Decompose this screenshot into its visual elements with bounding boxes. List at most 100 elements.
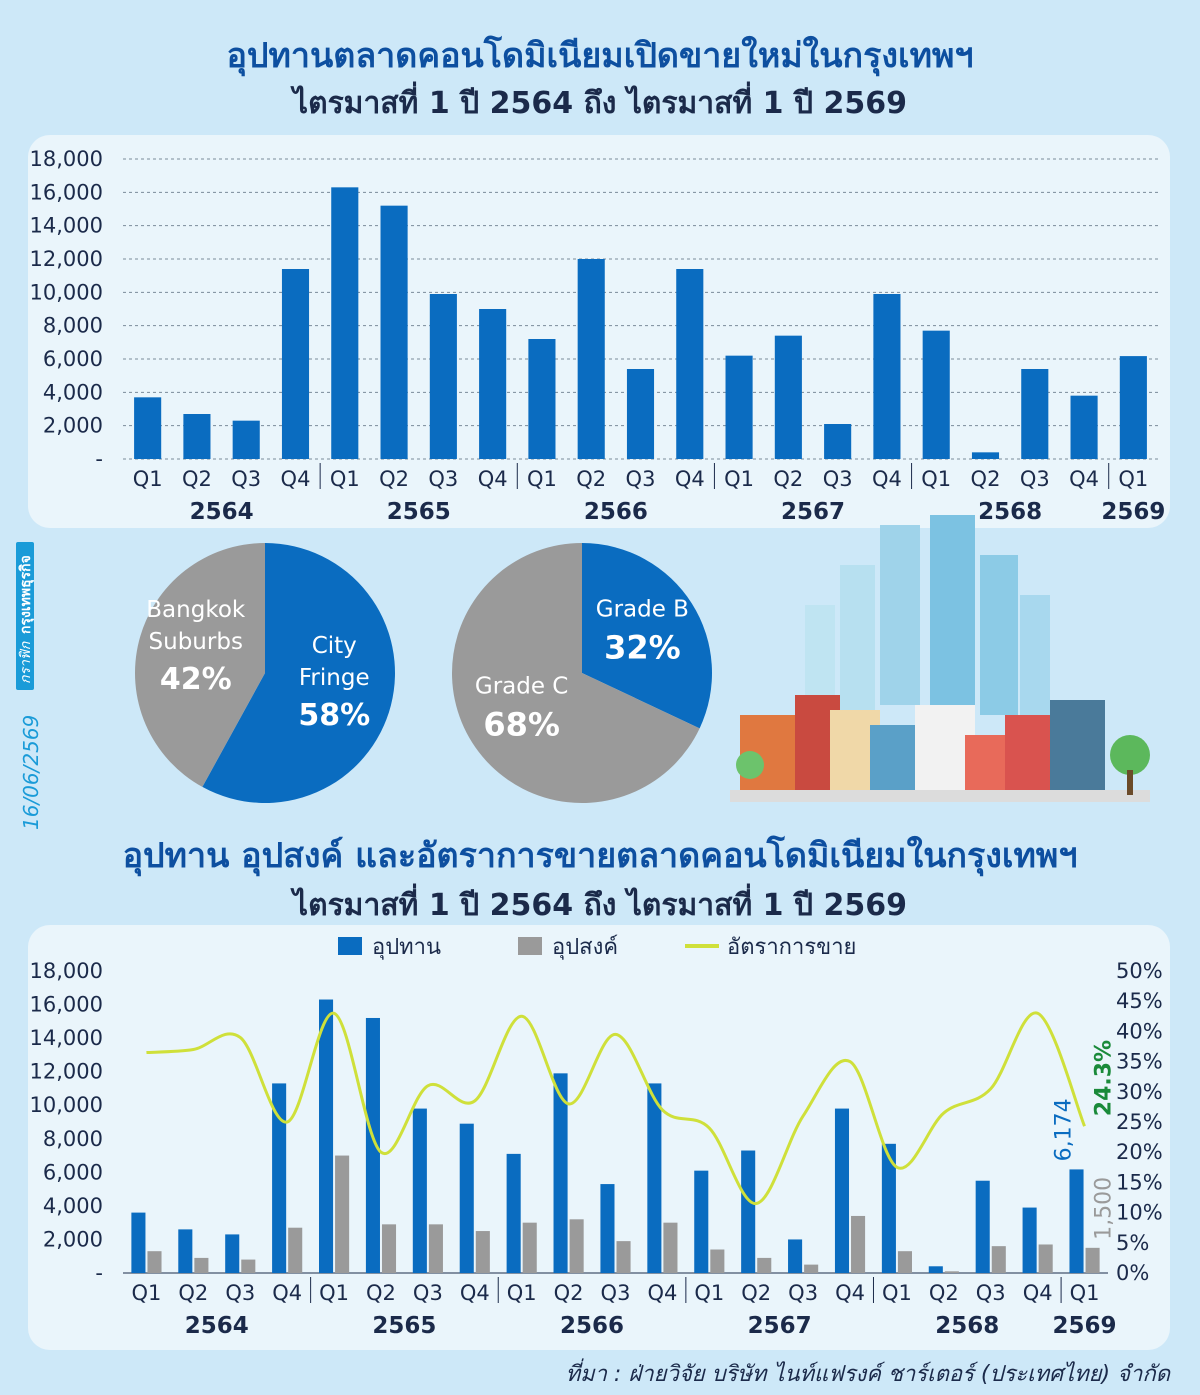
rate-last-label: 24.3% — [1092, 1040, 1117, 1116]
chart-title-supply-demand: อุปทาน อุปสงค์ และอัตราการขายตลาดคอนโดมิ… — [122, 836, 1078, 876]
pie-slice — [202, 543, 396, 803]
supply-bar — [971, 452, 1000, 459]
supply-bar — [134, 397, 162, 459]
supply-bar — [1069, 1169, 1084, 1273]
legend-label: อัตราการขาย — [727, 935, 856, 960]
year-label: 2567 — [748, 1313, 812, 1339]
quarter-label: Q2 — [554, 1281, 584, 1305]
quarter-label: Q4 — [272, 1281, 302, 1305]
supply-bar — [1022, 1207, 1037, 1273]
quarter-label: Q3 — [231, 467, 261, 491]
supply-bar — [725, 355, 753, 459]
demand-bar — [1085, 1247, 1100, 1273]
pie-label: Fringe — [299, 665, 370, 691]
demand-bar — [147, 1251, 162, 1273]
supply-bar — [647, 1083, 662, 1273]
demand-last-label: 1,500 — [1092, 1177, 1117, 1240]
supply-bar — [459, 1123, 474, 1273]
year-label: 2564 — [185, 1313, 249, 1339]
supply-bar — [412, 1108, 427, 1273]
quarter-label: Q4 — [478, 467, 508, 491]
demand-bar — [194, 1257, 209, 1273]
demand-bar — [522, 1222, 537, 1273]
supply-bar — [1021, 369, 1049, 459]
y-tick-label: 6,000 — [43, 1160, 103, 1184]
side-date: 16/06/2569 — [19, 715, 43, 830]
quarter-label: Q1 — [921, 467, 951, 491]
quarter-label: Q2 — [971, 467, 1001, 491]
quarter-label: Q4 — [1069, 467, 1099, 491]
source-note: ที่มา : ฝ่ายวิจัย บริษัท ไนท์แฟรงค์ ชาร์… — [565, 1362, 1170, 1387]
supply-bar — [528, 339, 556, 459]
supply-demand-chart-panel: อุปทาน อุปสงค์ อัตราการขาย - 2,000 4,000 6,000… — [28, 925, 1170, 1350]
quarter-label: Q3 — [601, 1281, 631, 1305]
quarter-label: Q3 — [1020, 467, 1050, 491]
quarter-label: Q3 — [976, 1281, 1006, 1305]
pie-label: Bangkok — [146, 597, 246, 623]
city-illustration — [730, 515, 1150, 802]
pie-label: City — [312, 633, 357, 659]
y-tick-label: 4,000 — [43, 380, 103, 404]
y-tick-label: 14,000 — [30, 1026, 103, 1050]
supply-demand-chart: อุปทาน อุปสงค์ อัตราการขาย - 2,000 4,000 6,000… — [30, 935, 1163, 1339]
pie-percent: 58% — [298, 698, 370, 733]
y-tick-label: 8,000 — [43, 1127, 103, 1151]
demand-bar — [381, 1224, 397, 1273]
year-label: 2565 — [387, 499, 451, 525]
quarter-label: Q3 — [413, 1281, 443, 1305]
quarter-label: Q1 — [1118, 467, 1148, 491]
y-tick-label: 4,000 — [43, 1194, 103, 1218]
year-label: 2568 — [978, 499, 1042, 525]
demand-bar — [991, 1246, 1006, 1273]
quarter-label: Q1 — [724, 467, 754, 491]
quarter-label: Q4 — [675, 467, 705, 491]
y2-tick-label: 50% — [1116, 959, 1163, 983]
legend-label: อุปทาน — [372, 935, 441, 960]
pie-percent: 68% — [483, 705, 560, 743]
side-brand: กรุงเทพธุรกิจ — [18, 555, 34, 634]
demand-bar — [475, 1231, 490, 1273]
quarter-label: Q2 — [929, 1281, 959, 1305]
quarter-label: Q4 — [1023, 1281, 1053, 1305]
y-tick-label: 12,000 — [30, 1060, 103, 1084]
pie-label: Suburbs — [149, 629, 243, 655]
supply-bar — [676, 269, 704, 459]
pie-slice — [135, 543, 265, 787]
supply-bar — [928, 1266, 943, 1273]
year-label: 2565 — [372, 1313, 436, 1339]
quarter-label: Q3 — [428, 467, 458, 491]
pie-percent: 32% — [604, 629, 681, 667]
y-tick-label: 6,000 — [43, 347, 103, 371]
quarter-label: Q1 — [133, 467, 163, 491]
supply-bar — [272, 1083, 287, 1273]
quarter-label: Q1 — [330, 467, 360, 491]
quarter-label: Q2 — [366, 1281, 396, 1305]
quarter-label: Q4 — [835, 1281, 865, 1305]
supply-bar — [429, 294, 457, 459]
supply-bar-chart: - 2,000 4,000 6,000 8,000 10,000 12,000 14,000 1… — [30, 147, 1166, 525]
supply-bar — [365, 1017, 380, 1273]
chart-title-supply: อุปทานตลาดคอนโดมิเนียมเปิดขายใหม่ในกรุงเ… — [226, 36, 974, 76]
quarter-label: Q4 — [281, 467, 311, 491]
y2-tick-label: 10% — [1116, 1201, 1163, 1225]
y2-tick-label: 30% — [1116, 1080, 1163, 1104]
y2-tick-label: 0% — [1116, 1261, 1149, 1285]
y-tick-label: 2,000 — [43, 1227, 103, 1251]
supply-bar — [834, 1108, 850, 1273]
supply-bar — [694, 1170, 709, 1273]
y-tick-label: - — [95, 1261, 103, 1285]
pie-slice — [452, 543, 700, 803]
year-label: 2568 — [935, 1313, 999, 1339]
supply-bar — [319, 999, 334, 1273]
demand-bar — [944, 1271, 959, 1273]
y2-tick-label: 35% — [1116, 1050, 1163, 1074]
y-tick-label: - — [95, 447, 103, 471]
demand-bar — [569, 1219, 584, 1273]
supply-bar — [881, 1143, 896, 1273]
y2-tick-label: 15% — [1116, 1170, 1163, 1194]
demand-bar — [1038, 1244, 1053, 1273]
supply-bar — [183, 414, 211, 459]
chart-subtitle-supply: ไตรมาสที่ 1 ปี 2564 ถึง ไตรมาสที่ 1 ปี 2… — [293, 86, 907, 121]
quarter-label: Q2 — [741, 1281, 771, 1305]
y2-tick-label: 40% — [1116, 1019, 1163, 1043]
